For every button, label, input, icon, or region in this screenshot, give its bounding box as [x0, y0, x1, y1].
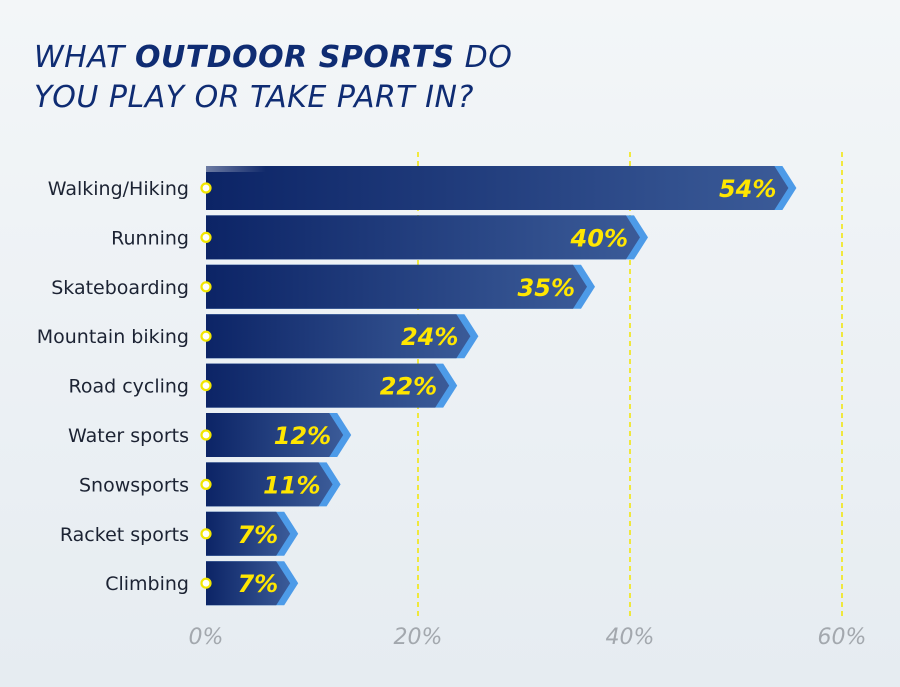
bar-group: 11% Snowsports — [79, 462, 341, 507]
value-label: 22% — [380, 373, 437, 401]
bar-group: 54% Walking/Hiking — [48, 166, 797, 210]
value-label: 12% — [274, 422, 331, 450]
bar — [206, 363, 450, 408]
bar — [206, 264, 587, 309]
category-label: Mountain biking — [37, 326, 189, 348]
bar-group: 22% Road cycling — [68, 363, 458, 408]
category-marker — [200, 380, 212, 392]
bar-group: 12% Water sports — [68, 413, 352, 457]
bar — [206, 413, 344, 457]
category-label: Snowsports — [79, 474, 189, 496]
bar-group: 35% Skateboarding — [51, 264, 595, 309]
category-marker — [200, 182, 212, 194]
bar-group: 7% Climbing — [105, 561, 299, 606]
category-marker — [200, 478, 212, 490]
bar-group: 7% Racket sports — [60, 511, 299, 556]
value-label: 35% — [518, 274, 575, 302]
gridlines — [417, 152, 843, 618]
bar — [206, 215, 640, 260]
category-marker — [200, 281, 212, 293]
chart-title: WHAT OUTDOOR SPORTS DO YOU PLAY OR TAKE … — [34, 38, 512, 118]
value-label: 40% — [570, 224, 628, 252]
x-tick-label: 20% — [394, 625, 443, 650]
x-tick-label: 0% — [189, 625, 224, 650]
bar — [206, 462, 333, 507]
value-label: 7% — [237, 570, 278, 598]
title-emphasis: OUTDOOR SPORTS — [134, 40, 455, 75]
category-marker — [200, 429, 212, 441]
bar — [206, 511, 291, 556]
title-line-1: WHAT OUTDOOR SPORTS DO — [34, 40, 513, 75]
category-marker — [200, 528, 212, 540]
category-label: Road cycling — [68, 376, 189, 398]
x-axis: 0% 20% 40% 60% — [189, 625, 867, 650]
bar — [206, 166, 789, 210]
value-label: 54% — [719, 175, 776, 203]
category-marker — [200, 231, 212, 243]
bar-group: 24% Mountain biking — [37, 314, 479, 359]
category-marker — [200, 330, 212, 342]
title-line-2: YOU PLAY OR TAKE PART IN? — [34, 80, 474, 115]
category-label: Water sports — [68, 425, 189, 447]
bar — [206, 314, 471, 359]
value-label: 24% — [401, 323, 458, 351]
category-label: Running — [111, 227, 189, 249]
x-tick-label: 40% — [606, 625, 655, 650]
x-tick-label: 60% — [818, 625, 867, 650]
bars: 54% Walking/Hiking 40% Running 35% Skateboard… — [37, 166, 797, 606]
bar — [206, 561, 291, 606]
category-marker — [200, 577, 212, 589]
value-label: 11% — [263, 471, 320, 499]
bar-group: 40% Running — [111, 215, 648, 260]
category-label: Racket sports — [60, 524, 189, 546]
value-label: 7% — [237, 521, 278, 549]
category-label: Walking/Hiking — [48, 178, 189, 200]
category-label: Skateboarding — [51, 277, 189, 299]
category-label: Climbing — [105, 573, 189, 595]
bar-highlight — [206, 166, 266, 172]
